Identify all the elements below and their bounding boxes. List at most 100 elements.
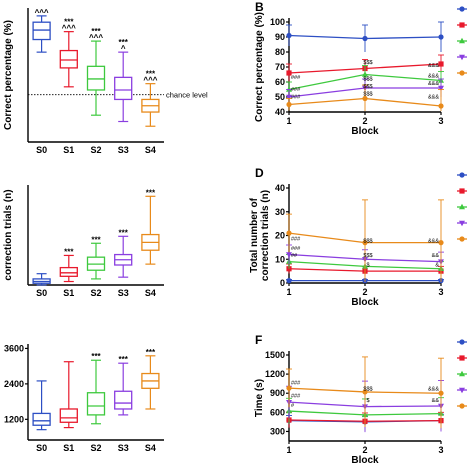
significance-mark: ### — [291, 394, 301, 400]
significance-mark: *** — [119, 228, 129, 237]
legend-entry — [457, 188, 467, 194]
marker-circle — [459, 236, 465, 242]
legend-entry — [457, 236, 467, 242]
marker-circle — [459, 70, 465, 76]
box-body — [59, 49, 78, 69]
legend-entry — [457, 70, 467, 76]
significance-mark: && — [432, 398, 440, 404]
x-tick-label: S1 — [63, 145, 74, 155]
significance-mark: *** — [91, 352, 101, 361]
significance-mark: *** — [91, 27, 101, 36]
box-body — [114, 390, 133, 410]
x-tick-label: S4 — [145, 288, 156, 298]
significance-mark: $$$ — [363, 60, 372, 66]
y-tick-label: 3600 — [4, 343, 24, 353]
significance-mark: $$$ — [363, 92, 372, 98]
y-tick-label: 60 — [275, 77, 285, 87]
marker-triangle — [459, 370, 465, 377]
significance-mark: ^^^ — [89, 33, 103, 42]
y-axis-title: correction trials (n) — [3, 189, 14, 280]
marker-circle — [438, 103, 444, 109]
x-tick-label: S4 — [145, 145, 156, 155]
box-s4 — [141, 195, 160, 265]
significance-mark: *** — [119, 38, 129, 47]
panel-d: D 0 10 20 30 40 1 2 3 Block Total number of correct… — [249, 166, 467, 308]
box-body — [59, 266, 78, 277]
panel-e: 1200 2400 3600 S0 S1 S2 *** S3 *** S4 *** — [4, 343, 164, 453]
significance-mark: & — [435, 262, 439, 268]
box-s3 — [114, 235, 133, 278]
panel-letter: D — [255, 166, 264, 180]
box-body — [32, 412, 51, 426]
marker-triangle-down — [286, 252, 292, 258]
significance-mark: &&& — [428, 239, 439, 245]
y-tick-label: 40 — [275, 107, 285, 117]
marker-circle — [438, 390, 444, 396]
significance-mark: $$$ — [363, 253, 372, 259]
y-axis-title: Total number of — [249, 197, 260, 272]
legend-entry — [457, 6, 467, 12]
box-s2 — [86, 242, 106, 280]
significance-mark: &&& — [428, 63, 439, 69]
marker-circle — [438, 240, 444, 246]
marker-circle — [459, 6, 465, 12]
significance-mark: ^^^ — [143, 76, 157, 85]
significance-mark: *** — [119, 355, 129, 364]
marker-circle — [286, 278, 292, 284]
marker-circle — [459, 339, 465, 345]
significance-mark: *** — [146, 70, 156, 79]
marker-triangle-down — [459, 220, 465, 227]
significance-mark: $$$ — [363, 387, 372, 393]
marker-circle — [459, 172, 465, 178]
significance-mark: *** — [91, 235, 101, 244]
box-s0 — [32, 273, 51, 286]
legend-entry — [457, 403, 467, 409]
marker-circle — [362, 389, 368, 395]
y-axis-title: Correct percentage (%) — [3, 20, 14, 130]
marker-circle — [286, 385, 292, 391]
box-s2 — [86, 40, 106, 116]
y-tick-label: 1500 — [265, 350, 285, 360]
legend-entry — [457, 22, 467, 28]
box-body — [86, 65, 106, 91]
panel-c: correction trials (n) S0 S1 *** S2 *** S3 *** S4… — [3, 185, 164, 298]
y-tick-label: 40 — [275, 183, 285, 193]
significance-mark: *** — [64, 247, 74, 256]
marker-circle — [459, 403, 465, 409]
significance-mark: ### — [291, 87, 301, 93]
x-tick-label: S0 — [36, 288, 47, 298]
marker-circle — [286, 32, 292, 39]
y-tick-label: 0 — [280, 278, 285, 288]
x-tick-label: S3 — [118, 288, 129, 298]
y-tick-label: 600 — [270, 407, 285, 417]
significance-mark: ## — [291, 253, 298, 259]
marker-square — [459, 22, 465, 28]
y-tick-label: 10 — [275, 254, 285, 264]
series-5 — [286, 199, 444, 283]
y-tick-label: 30 — [275, 207, 285, 217]
x-tick-label: 1 — [286, 287, 291, 297]
box-body — [86, 392, 106, 416]
marker-circle — [362, 95, 368, 102]
chance-level-label: chance level — [166, 91, 208, 100]
significance-mark: &&& — [428, 387, 439, 393]
legend-entry — [457, 370, 467, 377]
marker-square — [286, 70, 292, 76]
legend-entry — [457, 339, 467, 345]
y-tick-label: 1200 — [265, 369, 285, 379]
significance-mark: &&& — [428, 95, 439, 101]
box-s4 — [141, 355, 160, 410]
significance-mark: # — [291, 403, 295, 409]
significance-mark: *** — [146, 188, 156, 197]
marker-triangle-down — [459, 387, 465, 394]
y-tick-label: 1200 — [4, 414, 24, 424]
x-axis-title: Block — [351, 126, 379, 137]
y-tick-label: 2400 — [4, 379, 24, 389]
x-tick-label: S2 — [90, 145, 101, 155]
series-5 — [286, 84, 444, 112]
significance-mark: &&& — [428, 74, 439, 80]
y-tick-label: 900 — [270, 388, 285, 398]
x-tick-label: S3 — [118, 443, 129, 453]
marker-circle — [362, 35, 368, 42]
